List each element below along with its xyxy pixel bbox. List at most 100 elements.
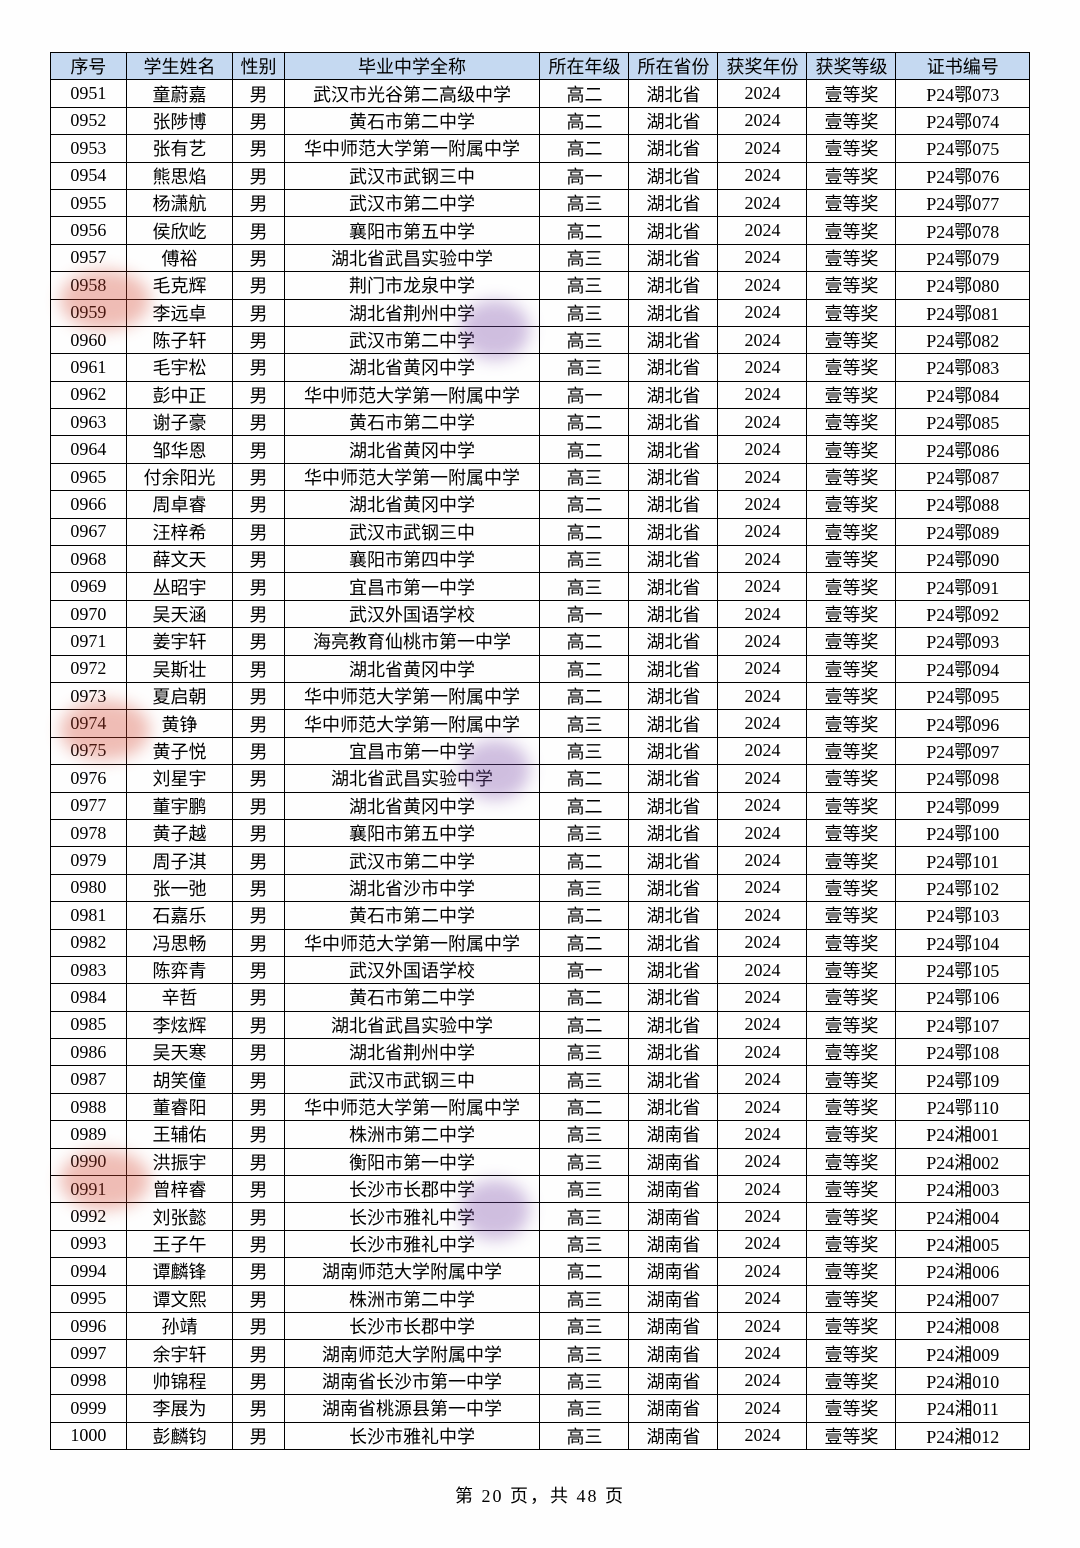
table-cell: 男 <box>233 1093 284 1120</box>
table-row: 0996孙靖男长沙市长郡中学高三湖南省2024壹等奖P24湘008 <box>51 1312 1030 1339</box>
table-cell: 壹等奖 <box>807 628 896 655</box>
table-cell: 高三 <box>540 354 629 381</box>
table-cell: 湖北省 <box>629 518 718 545</box>
table-cell: 0994 <box>51 1258 127 1285</box>
table-cell: 高三 <box>540 1121 629 1148</box>
table-cell: 男 <box>233 1011 284 1038</box>
table-cell: P24鄂080 <box>896 272 1030 299</box>
table-cell: 2024 <box>718 1285 807 1312</box>
table-cell: 高三 <box>540 710 629 737</box>
table-cell: 华中师范大学第一附属中学 <box>284 381 540 408</box>
table-cell: 湖北省 <box>629 436 718 463</box>
table-cell: 壹等奖 <box>807 1230 896 1257</box>
table-cell: P24湘002 <box>896 1148 1030 1175</box>
table-cell: 壹等奖 <box>807 1312 896 1339</box>
table-cell: 0960 <box>51 326 127 353</box>
table-cell: 0973 <box>51 682 127 709</box>
table-cell: 湖北省 <box>629 819 718 846</box>
table-cell: 男 <box>233 463 284 490</box>
table-cell: P24鄂089 <box>896 518 1030 545</box>
table-cell: 1000 <box>51 1422 127 1449</box>
table-row: 0988董睿阳男华中师范大学第一附属中学高二湖北省2024壹等奖P24鄂110 <box>51 1093 1030 1120</box>
table-cell: 0980 <box>51 874 127 901</box>
table-row: 0985李炫辉男湖北省武昌实验中学高二湖北省2024壹等奖P24鄂107 <box>51 1011 1030 1038</box>
table-row: 0965付余阳光男华中师范大学第一附属中学高三湖北省2024壹等奖P24鄂087 <box>51 463 1030 490</box>
table-cell: 2024 <box>718 518 807 545</box>
table-row: 0991曾梓睿男长沙市长郡中学高三湖南省2024壹等奖P24湘003 <box>51 1176 1030 1203</box>
table-cell: 湖南省 <box>629 1422 718 1449</box>
table-cell: 湖南省 <box>629 1285 718 1312</box>
table-cell: 高二 <box>540 80 629 107</box>
table-cell: P24鄂075 <box>896 135 1030 162</box>
table-row: 0951童蔚嘉男武汉市光谷第二高级中学高二湖北省2024壹等奖P24鄂073 <box>51 80 1030 107</box>
table-cell: 刘张懿 <box>126 1203 233 1230</box>
table-cell: 李远卓 <box>126 299 233 326</box>
table-row: 0983陈弈青男武汉外国语学校高一湖北省2024壹等奖P24鄂105 <box>51 956 1030 983</box>
table-cell: 辛哲 <box>126 984 233 1011</box>
table-row: 0959李远卓男湖北省荆州中学高三湖北省2024壹等奖P24鄂081 <box>51 299 1030 326</box>
table-cell: 0981 <box>51 902 127 929</box>
table-cell: 0963 <box>51 409 127 436</box>
table-row: 0966周卓睿男湖北省黄冈中学高二湖北省2024壹等奖P24鄂088 <box>51 491 1030 518</box>
table-cell: 2024 <box>718 272 807 299</box>
table-cell: 石嘉乐 <box>126 902 233 929</box>
table-cell: 谢子豪 <box>126 409 233 436</box>
table-cell: P24鄂102 <box>896 874 1030 901</box>
table-cell: 湖北省黄冈中学 <box>284 491 540 518</box>
table-cell: 2024 <box>718 874 807 901</box>
table-cell: 壹等奖 <box>807 80 896 107</box>
table-cell: 洪振宇 <box>126 1148 233 1175</box>
table-cell: 0951 <box>51 80 127 107</box>
table-cell: 吴天寒 <box>126 1039 233 1066</box>
table-cell: 彭麟钧 <box>126 1422 233 1449</box>
table-cell: 男 <box>233 1367 284 1394</box>
table-row: 0968薛文天男襄阳市第四中学高三湖北省2024壹等奖P24鄂090 <box>51 546 1030 573</box>
table-cell: 壹等奖 <box>807 1148 896 1175</box>
table-cell: 壹等奖 <box>807 600 896 627</box>
table-cell: 0988 <box>51 1093 127 1120</box>
table-cell: 0965 <box>51 463 127 490</box>
table-cell: 壹等奖 <box>807 655 896 682</box>
table-cell: 高三 <box>540 1312 629 1339</box>
table-cell: 高二 <box>540 847 629 874</box>
table-cell: 2024 <box>718 1176 807 1203</box>
table-cell: 彭中正 <box>126 381 233 408</box>
table-cell: 株洲市第二中学 <box>284 1285 540 1312</box>
table-cell: 高二 <box>540 107 629 134</box>
table-cell: 张一弛 <box>126 874 233 901</box>
table-cell: 湖北省 <box>629 1011 718 1038</box>
table-cell: 壹等奖 <box>807 244 896 271</box>
table-cell: 0953 <box>51 135 127 162</box>
table-cell: 0985 <box>51 1011 127 1038</box>
table-cell: 壹等奖 <box>807 1121 896 1148</box>
table-cell: 男 <box>233 819 284 846</box>
table-cell: 2024 <box>718 1148 807 1175</box>
table-cell: 0990 <box>51 1148 127 1175</box>
table-cell: 男 <box>233 299 284 326</box>
table-cell: 男 <box>233 491 284 518</box>
table-cell: 湖北省武昌实验中学 <box>284 765 540 792</box>
award-table: 序号学生姓名性别毕业中学全称所在年级所在省份获奖年份获奖等级证书编号 0951童… <box>50 52 1030 1450</box>
table-cell: 男 <box>233 1285 284 1312</box>
table-row: 0979周子淇男武汉市第二中学高二湖北省2024壹等奖P24鄂101 <box>51 847 1030 874</box>
table-cell: 男 <box>233 1203 284 1230</box>
table-cell: 宜昌市第一中学 <box>284 737 540 764</box>
table-cell: 壹等奖 <box>807 847 896 874</box>
table-cell: 男 <box>233 682 284 709</box>
table-cell: 高二 <box>540 217 629 244</box>
table-cell: 男 <box>233 874 284 901</box>
table-cell: 湖北省 <box>629 217 718 244</box>
table-cell: 高二 <box>540 655 629 682</box>
column-header: 序号 <box>51 53 127 80</box>
table-cell: 湖北省沙市中学 <box>284 874 540 901</box>
table-row: 0978黄子越男襄阳市第五中学高三湖北省2024壹等奖P24鄂100 <box>51 819 1030 846</box>
table-cell: 湖南省长沙市第一中学 <box>284 1367 540 1394</box>
table-cell: P24鄂109 <box>896 1066 1030 1093</box>
table-cell: 男 <box>233 1176 284 1203</box>
table-row: 0962彭中正男华中师范大学第一附属中学高一湖北省2024壹等奖P24鄂084 <box>51 381 1030 408</box>
table-cell: 壹等奖 <box>807 518 896 545</box>
table-cell: 壹等奖 <box>807 491 896 518</box>
table-cell: 男 <box>233 1121 284 1148</box>
table-cell: 0986 <box>51 1039 127 1066</box>
table-cell: 华中师范大学第一附属中学 <box>284 463 540 490</box>
